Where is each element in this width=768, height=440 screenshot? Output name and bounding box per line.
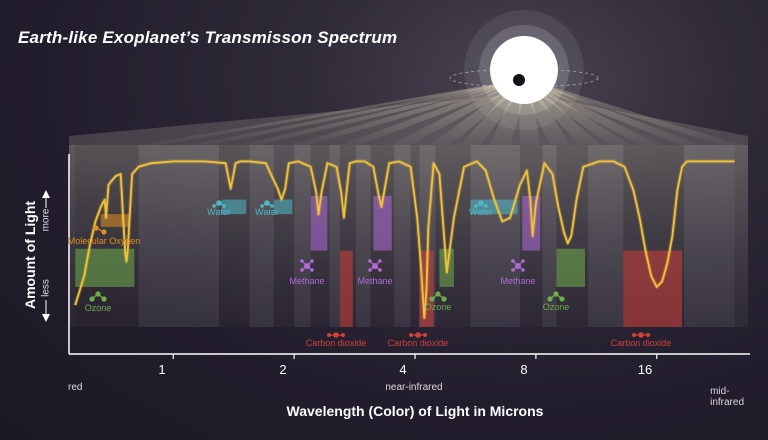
light-beam [518,80,740,145]
ozone-icon [429,291,447,302]
band-molecule-label: Ozone [85,303,112,313]
absorption-band [556,248,585,287]
ozone-icon [89,291,107,302]
x-tick-label: 4 [399,362,407,377]
spectrum-column [273,145,295,327]
x-tick-label: 16 [637,362,653,377]
band-molecule-label: Water [207,207,231,217]
water-icon [260,200,274,208]
band-molecule-label: Ozone [425,302,452,312]
y-more-label: more [40,208,52,232]
spectrum-line [74,160,735,319]
molecular-oxygen-icon [93,225,107,235]
methane-icon [300,259,314,272]
absorption-band [373,195,392,251]
carbon-dioxide-icon [409,332,427,338]
band-label-near-infrared: near-infrared [385,382,443,393]
y-axis-label: Amount of Light [22,200,38,310]
ozone-icon [547,291,565,302]
band-label-red: red [68,382,83,393]
light-beam [518,80,630,145]
spectrum-column [355,145,371,327]
spectrum-column [329,145,340,327]
star [490,36,558,104]
water-icon [474,200,488,208]
x-axis-label: Wavelength (Color) of Light in Microns [286,403,544,419]
spectrum-column [683,145,735,327]
absorption-band [273,199,293,215]
x-tick-label: 8 [520,362,528,377]
carbon-dioxide-icon [632,332,650,338]
spectrum-column [294,145,311,327]
spectrum-column [138,145,220,327]
spectrum-column [542,145,557,327]
chart-title: Earth-like Exoplanet’s Transmisson Spect… [18,28,398,47]
orbit-ring [449,68,599,88]
spectrum-column [588,145,624,327]
carbon-dioxide-icon [327,332,345,338]
light-beam [140,80,530,145]
methane-icon [368,259,382,272]
band-molecule-label: Methane [357,276,392,286]
absorption-band [623,250,683,327]
band-molecule-label: Molecular Oxygen [68,236,141,246]
x-tick-label: 2 [279,362,287,377]
spectrum-column [410,145,420,327]
x-tick-label: 1 [158,362,166,377]
band-molecule-label: Water [469,207,493,217]
y-arrow-down [42,314,50,322]
beam-fan [69,94,748,145]
light-beam [340,80,530,145]
spectrum-column [394,145,411,327]
water-icon [212,200,226,208]
y-less-label: less [40,279,52,297]
absorption-band [339,250,353,327]
light-beam [290,80,530,145]
light-beam [190,80,530,145]
band-molecule-label: Water [255,207,279,217]
planet [513,74,525,86]
light-beam [240,80,530,145]
spectrum-column [219,145,250,327]
band-molecule-label: Methane [289,276,324,286]
methane-icon [511,259,525,272]
light-beam [518,80,660,145]
band-molecule-label: Carbon dioxide [388,338,449,348]
light-beam [518,80,700,145]
band-molecule-label: Methane [500,276,535,286]
absorption-band [310,195,328,251]
band-molecule-label: Carbon dioxide [611,338,672,348]
spectrum-column [249,145,274,327]
band-molecule-label: Carbon dioxide [306,338,367,348]
band-molecule-label: Ozone [543,302,570,312]
absorption-band [221,199,247,215]
spectrum-column [470,145,520,327]
y-arrow-up [42,190,50,198]
band-label-mid-infrared: mid-infrared [710,386,744,408]
light-beam [390,80,530,145]
